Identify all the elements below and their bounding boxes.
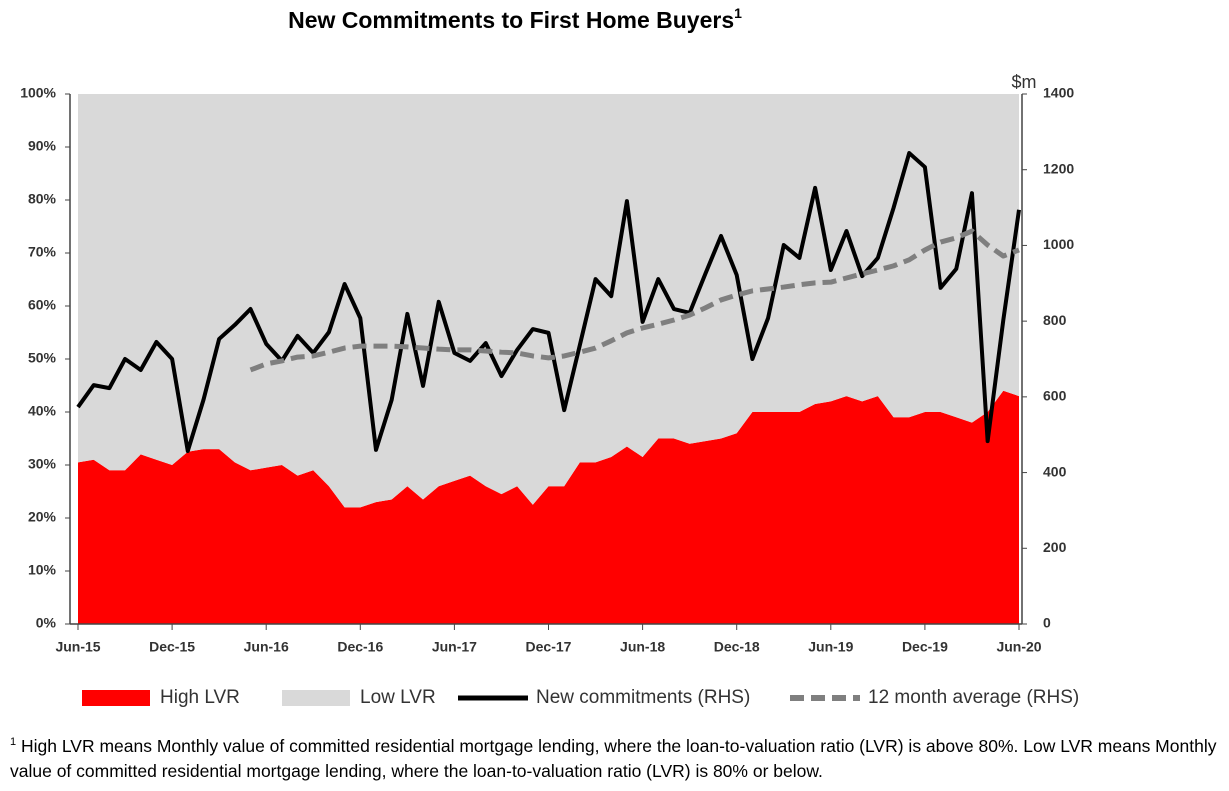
y-tick-label: 50% — [28, 350, 57, 366]
y2-tick-label: 600 — [1043, 388, 1067, 404]
area — [78, 94, 1019, 508]
title-note: 1 — [734, 5, 742, 21]
legend-label: Low LVR — [360, 687, 436, 708]
y2-tick-label: 1400 — [1043, 85, 1074, 101]
y2-axis-label: $m — [1011, 72, 1036, 92]
y-tick-label: 10% — [28, 562, 57, 578]
area — [78, 390, 1019, 624]
y-tick-label: 40% — [28, 403, 57, 419]
x-tick-label: Jun-17 — [432, 639, 477, 655]
legend-label: 12 month average (RHS) — [868, 687, 1079, 708]
y-tick-label: 90% — [28, 138, 57, 154]
x-tick-label: Dec-16 — [337, 639, 383, 655]
x-tick-label: Jun-20 — [996, 639, 1041, 655]
y2-tick-label: 400 — [1043, 463, 1067, 479]
y-tick-label: 30% — [28, 456, 57, 472]
y-tick-label: 20% — [28, 509, 57, 525]
footnote: 1 High LVR means Monthly value of commit… — [10, 730, 1220, 784]
y2-tick-label: 800 — [1043, 312, 1067, 328]
x-tick-label: Jun-18 — [620, 639, 665, 655]
y2-tick-label: 1200 — [1043, 160, 1074, 176]
line — [76, 151, 1021, 453]
x-tick-label: Jun-19 — [808, 639, 853, 655]
legend-swatch — [82, 690, 150, 706]
y-tick-label: 70% — [28, 244, 57, 260]
x-tick-label: Dec-18 — [714, 639, 760, 655]
chart: New Commitments to First Home Buyers1 $m… — [20, 5, 1079, 708]
y-tick-label: 60% — [28, 297, 57, 313]
legend-swatch — [282, 690, 350, 706]
y2-tick-label: 0 — [1043, 615, 1051, 631]
x-tick-label: Jun-16 — [244, 639, 289, 655]
y-tick-label: 0% — [36, 615, 57, 631]
line — [249, 228, 1020, 373]
footnote-mark: 1 — [10, 736, 17, 748]
y-tick-label: 100% — [20, 85, 56, 101]
y2-tick-label: 1000 — [1043, 236, 1074, 252]
x-tick-label: Dec-15 — [149, 639, 195, 655]
y2-tick-label: 200 — [1043, 539, 1067, 555]
legend-label: New commitments (RHS) — [536, 687, 750, 708]
chart-title: New Commitments to First Home Buyers1 — [288, 5, 742, 33]
y-tick-label: 80% — [28, 191, 57, 207]
legend-label: High LVR — [160, 687, 240, 708]
x-tick-label: Jun-15 — [55, 639, 100, 655]
x-tick-label: Dec-19 — [902, 639, 948, 655]
title-text: New Commitments to First Home Buyers — [288, 7, 734, 33]
x-tick-label: Dec-17 — [526, 639, 572, 655]
footnote-text: High LVR means Monthly value of committe… — [10, 735, 1217, 781]
